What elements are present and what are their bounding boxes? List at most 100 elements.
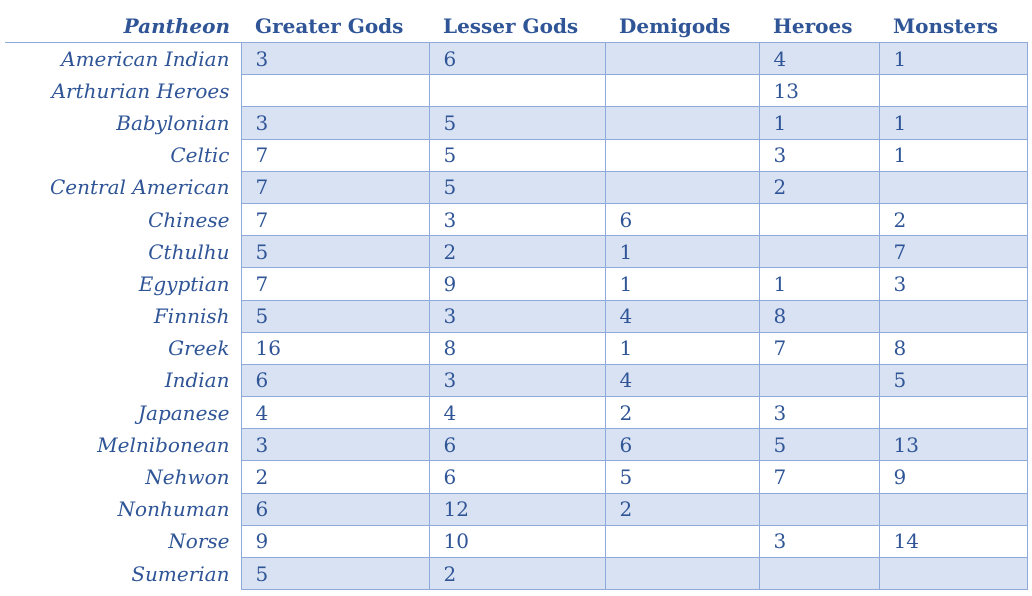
table-row: Egyptian 7 9 1 1 3 [5,267,1028,301]
table-row: Japanese 4 4 2 3 [5,396,1028,430]
row-label: Indian [164,368,230,393]
table-cell [604,41,760,76]
table-cell: 5 [240,556,430,591]
table-cell: 5 [758,428,880,462]
table-cell: 5 [604,460,760,494]
table-cell [604,524,760,559]
table-cell: 4 [758,41,880,76]
table-cell: 2 [604,492,760,526]
table-cell [240,74,430,108]
column-header-demigods: Demigods [605,10,759,43]
table-cell: 6 [604,428,760,462]
table-cell: 12 [428,492,606,526]
table-cell [878,492,1028,526]
table-cell: 4 [240,396,430,430]
table-cell: 6 [428,460,606,494]
table-cell: 2 [428,556,606,591]
table-cell: 7 [240,138,430,172]
table-cell: 7 [240,202,430,237]
table-cell [878,299,1028,333]
table-cell [758,235,880,269]
column-header-heroes: Heroes [759,10,879,43]
table-cell: 6 [240,363,430,398]
row-label: Chinese [148,207,230,232]
table-cell: 16 [240,331,430,365]
row-label: Sumerian [131,561,230,586]
table-cell [604,556,760,591]
table-cell: 6 [604,202,760,237]
table-cell: 5 [428,170,606,204]
table-row: Nehwon 2 6 5 7 9 [5,460,1028,494]
table-cell [878,396,1028,430]
column-header-pantheon: Pantheon [5,10,241,43]
table-cell: 7 [878,235,1028,269]
table-cell: 3 [758,524,880,559]
table-cell [758,492,880,526]
table-cell: 8 [428,331,606,365]
table-cell: 5 [878,363,1028,398]
row-label: Cthulhu [148,239,230,264]
column-header-greater-gods: Greater Gods [241,10,429,43]
row-label: Norse [168,529,230,554]
table-cell [604,170,760,204]
table-cell: 4 [604,363,760,398]
table-cell: 1 [758,106,880,140]
table-cell [878,556,1028,591]
table-cell: 14 [878,524,1028,559]
row-label: Greek [168,336,230,361]
table-cell: 5 [428,106,606,140]
table-cell: 2 [758,170,880,204]
table-row: Melnibonean 3 6 6 5 13 [5,428,1028,462]
table-row: American Indian 3 6 4 1 [5,41,1028,76]
table-row: Central American 7 5 2 [5,170,1028,204]
table-cell: 6 [428,41,606,76]
table-cell: 3 [428,299,606,333]
row-label: Babylonian [116,110,230,135]
table-cell: 2 [428,235,606,269]
table-cell: 1 [604,267,760,301]
table-cell: 1 [878,106,1028,140]
table-cell: 2 [604,396,760,430]
table-cell: 6 [240,492,430,526]
table-cell [758,202,880,237]
row-label: Finnish [153,304,230,329]
table-cell: 13 [758,74,880,108]
table-cell: 1 [758,267,880,301]
row-label: Celtic [170,143,230,168]
table-cell [878,74,1028,108]
table-row: Babylonian 3 5 1 1 [5,106,1028,140]
table-row: Celtic 7 5 3 1 [5,138,1028,172]
table-row: Nonhuman 6 12 2 [5,492,1028,526]
table-cell: 3 [240,106,430,140]
table-cell [604,74,760,108]
table-cell: 4 [604,299,760,333]
table-cell: 9 [428,267,606,301]
table-cell: 9 [878,460,1028,494]
row-label: Arthurian Heroes [51,78,230,103]
row-label: Nehwon [145,465,230,490]
table-row: Cthulhu 5 2 1 7 [5,235,1028,269]
table-cell: 5 [240,235,430,269]
column-header-lesser-gods: Lesser Gods [429,10,605,43]
row-label: Egyptian [138,271,230,296]
pantheon-table: Pantheon Greater Gods Lesser Gods Demigods H… [5,10,1028,591]
table-cell: 3 [878,267,1028,301]
table-cell: 3 [240,41,430,76]
table-cell: 8 [878,331,1028,365]
table-row: Chinese 7 3 6 2 [5,202,1028,237]
header-row: Pantheon Greater Gods Lesser Gods Demigods H… [5,10,1027,43]
table-cell: 5 [240,299,430,333]
table-cell: 7 [758,331,880,365]
table-cell [604,106,760,140]
table-cell [604,138,760,172]
column-header-monsters: Monsters [879,10,1027,43]
table-row: Greek 16 8 1 7 8 [5,331,1028,365]
table-cell: 5 [428,138,606,172]
table-cell: 7 [758,460,880,494]
table-cell [758,363,880,398]
table-cell: 1 [604,235,760,269]
table-cell: 2 [240,460,430,494]
table-cell: 3 [240,428,430,462]
row-label: Melnibonean [97,432,230,457]
table-row: Finnish 5 3 4 8 [5,299,1028,333]
